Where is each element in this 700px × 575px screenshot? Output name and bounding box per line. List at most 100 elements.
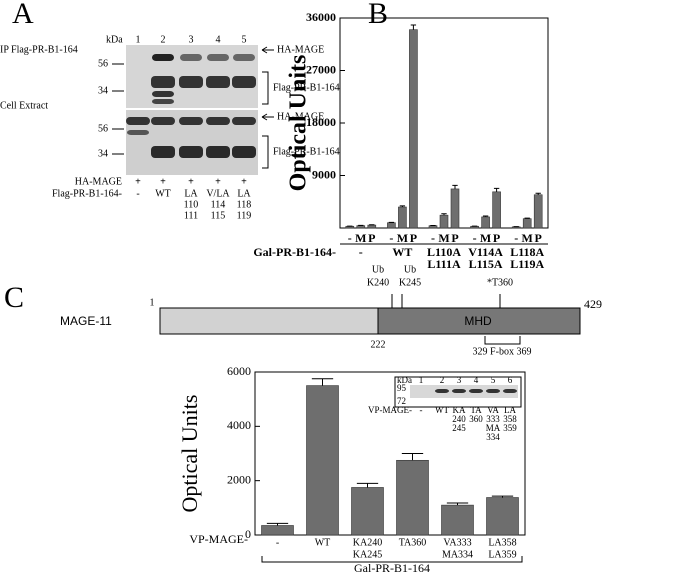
band: [503, 389, 517, 393]
lane-label: 359: [503, 423, 517, 433]
row-mark: 110: [184, 199, 199, 210]
x-axis-label: VP-MAGE-: [189, 532, 248, 546]
bracket: [262, 135, 269, 169]
row-mark: WT: [155, 188, 171, 199]
site-label: K240: [367, 277, 389, 288]
band: [232, 117, 256, 125]
error-bar: [311, 378, 334, 386]
bar: [387, 222, 396, 229]
error-bar: [446, 502, 469, 506]
band: [233, 54, 255, 61]
band-label: Flag-PR-B1-164: [273, 82, 340, 93]
series-label: P: [451, 231, 458, 245]
residue-boundary: 222: [371, 339, 386, 350]
series-label: -: [473, 231, 477, 245]
x-tick-label: LA358: [488, 537, 516, 548]
band: [179, 117, 203, 125]
lane-label: 240: [452, 414, 466, 424]
lane-label: TA: [470, 405, 482, 415]
group-bracket: [261, 556, 523, 563]
lane-number: 5: [491, 375, 496, 385]
mw-marker: 95: [397, 383, 407, 393]
panel-letter: B: [368, 0, 388, 30]
site-label: K245: [399, 277, 421, 288]
bar: [441, 504, 474, 536]
band: [179, 146, 203, 158]
error-bar: [452, 184, 458, 189]
band: [206, 117, 230, 125]
lane-label: 334: [486, 432, 500, 442]
lane-number: 1: [419, 375, 424, 385]
band: [180, 54, 202, 61]
lane-label: 333: [486, 414, 500, 424]
domain-name: MHD: [464, 314, 492, 328]
row-mark: +: [160, 176, 166, 187]
x-tick-label: L119A: [510, 257, 544, 271]
bar: [306, 385, 339, 536]
error-bar: [491, 495, 514, 498]
kda-label: kDa: [106, 34, 123, 45]
series-label: P: [535, 231, 542, 245]
error-bar: [410, 24, 417, 30]
error-bar: [482, 215, 489, 217]
y-tick-label: 6000: [227, 364, 251, 378]
lane-label: LA: [504, 405, 516, 415]
y-axis-label: Optical Units: [177, 395, 202, 513]
arrow: [261, 46, 274, 54]
bar: [428, 225, 438, 229]
x-tick-label: KA240: [353, 537, 382, 548]
residue-start: 1: [150, 297, 155, 308]
x-axis-label: Gal-PR-B1-164-: [253, 245, 336, 259]
x-tick-label: LA359: [488, 549, 516, 560]
x-tick-label: MA334: [442, 549, 473, 560]
bar: [398, 206, 407, 229]
error-bar: [266, 522, 289, 526]
x-tick-label: -: [359, 245, 363, 259]
bar: [481, 216, 490, 229]
panel-letter: A: [12, 0, 34, 30]
row-mark: 115: [211, 210, 226, 221]
series-label: P: [493, 231, 500, 245]
band: [232, 146, 256, 158]
lane-label: 358: [503, 414, 517, 424]
row-mark: 114: [211, 199, 226, 210]
bar: [409, 29, 418, 229]
lane-label: 360: [469, 414, 483, 424]
band: [179, 76, 203, 88]
kda-label: kDa: [397, 375, 412, 385]
lane-number: 2: [440, 375, 445, 385]
error-bar: [441, 213, 447, 216]
bar: [522, 218, 532, 229]
bar: [261, 525, 294, 536]
y-tick-label: 0: [245, 527, 251, 541]
band: [152, 91, 174, 97]
x-tick-label: L110A: [427, 245, 461, 259]
bar: [396, 459, 429, 536]
bar: [367, 224, 377, 229]
y-tick-label: 18000: [306, 115, 336, 129]
lane-number: 5: [242, 34, 247, 45]
band: [152, 54, 174, 61]
lane-label: VA: [487, 405, 499, 415]
fbox-label: 329 F-box 369: [473, 346, 532, 357]
row-mark: 119: [237, 210, 252, 221]
series-label: -: [348, 231, 352, 245]
mw-marker: 56: [98, 58, 108, 69]
bar: [533, 194, 543, 229]
row-label: Flag-PR-B1-164-: [52, 188, 122, 199]
bar: [439, 214, 449, 229]
band: [152, 99, 174, 104]
arrow: [261, 113, 274, 121]
lane-number: 3: [189, 34, 194, 45]
protein-name: MAGE-11: [60, 314, 112, 328]
error-bar: [493, 187, 500, 192]
row-mark: -: [136, 188, 139, 199]
row-mark: LA: [237, 188, 251, 199]
lane-label: -: [420, 405, 423, 415]
band: [452, 389, 466, 393]
y-tick-label: 2000: [227, 472, 251, 486]
cell-label: Cell Extract: [0, 100, 48, 111]
x-tick-label: V114A: [468, 245, 503, 259]
x-tick-label: KA245: [353, 549, 382, 560]
